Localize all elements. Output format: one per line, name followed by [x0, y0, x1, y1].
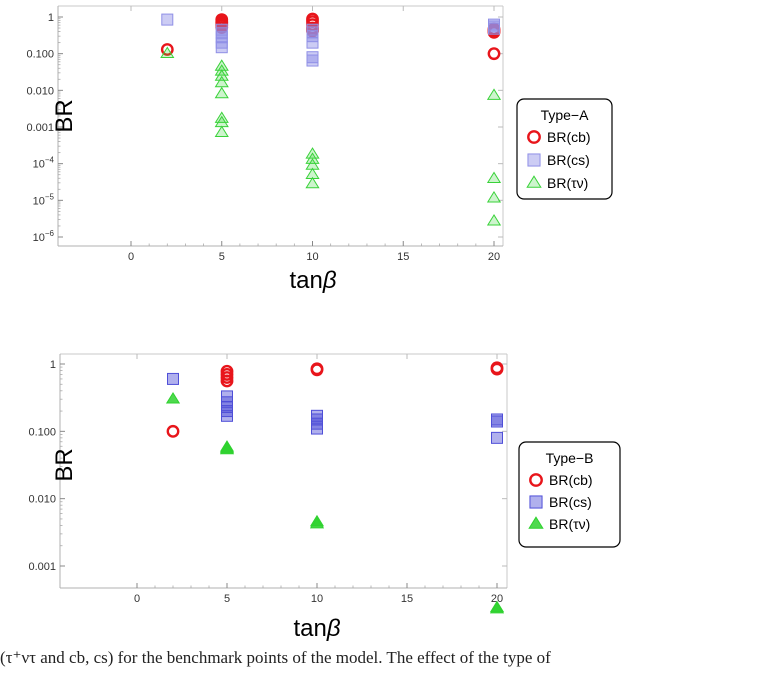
- data-point: [166, 424, 180, 438]
- data-point: [161, 13, 174, 26]
- y-tick-label: 0.001: [26, 122, 54, 134]
- legend-label: BR(cs): [549, 494, 592, 510]
- data-point: [219, 442, 235, 455]
- data-point: [306, 54, 319, 67]
- legend-title: Type−B: [546, 450, 594, 466]
- y-tick-label: 10−5: [33, 192, 55, 207]
- legend-marker: [527, 153, 541, 167]
- data-point: [311, 422, 323, 435]
- y-tick-label: 10−4: [33, 156, 55, 171]
- legend-marker: [529, 473, 543, 487]
- figure-caption: (τ⁺ντ and cb, cs) for the benchmark poin…: [0, 648, 551, 667]
- x-tick-label: 5: [219, 251, 225, 263]
- data-point: [214, 86, 229, 99]
- legend-box: [518, 441, 621, 548]
- data-point: [215, 41, 228, 54]
- y-tick-label: 0.001: [28, 561, 56, 573]
- data-point: [306, 30, 319, 43]
- data-point: [305, 176, 320, 189]
- x-tick-label: 15: [397, 251, 409, 263]
- legend: Type−A BR(cb) BR(cs) BR(τν): [516, 98, 613, 200]
- legend-label: BR(cs): [547, 152, 590, 168]
- series-br-cs-: [167, 372, 503, 444]
- data-point: [491, 415, 503, 428]
- data-point: [487, 47, 501, 61]
- legend-label: BR(τν): [547, 175, 588, 191]
- data-point: [491, 431, 503, 444]
- x-tick-label: 10: [311, 593, 323, 605]
- data-point: [214, 125, 229, 138]
- legend-label: BR(cb): [547, 129, 591, 145]
- legend-box: [516, 98, 613, 200]
- legend-label: BR(τν): [549, 516, 590, 532]
- legend-label: BR(cb): [549, 472, 593, 488]
- chart-type-a: 0 5 10 15 20 1 0.100 0.010 0.001 10−4 10−5 10−6 BR ta…: [26, 5, 613, 294]
- data-point: [486, 214, 502, 226]
- data-point: [309, 516, 325, 529]
- x-tick-label: 20: [491, 593, 503, 605]
- data-point: [490, 362, 504, 376]
- data-point: [486, 171, 502, 184]
- y-tick-label: 0.100: [28, 426, 56, 438]
- series-br-: [160, 46, 502, 226]
- legend-marker: [527, 130, 541, 144]
- x-tick-label: 15: [401, 593, 413, 605]
- chart-type-b: 0 5 10 15 20 1 0.100 0.010 0.001 BR tanβ Type−B BR(c…: [28, 353, 621, 642]
- data-point: [486, 190, 502, 203]
- x-tick-label: 20: [488, 251, 500, 263]
- data-point: [165, 392, 181, 404]
- y-tick-label: 0.010: [28, 494, 56, 506]
- y-tick-label: 0.100: [26, 49, 54, 61]
- x-axis-label: tanβ: [293, 615, 340, 642]
- series-br-cs-: [161, 13, 500, 67]
- data-point: [489, 601, 505, 614]
- series-br-cb-: [160, 12, 501, 61]
- data-point: [214, 75, 229, 88]
- data-point: [221, 409, 233, 422]
- legend-marker: [528, 516, 544, 529]
- x-tick-label: 10: [306, 251, 318, 263]
- legend-title: Type−A: [541, 107, 590, 123]
- data-point: [488, 22, 500, 35]
- y-axis-label: BR: [51, 448, 78, 481]
- legend-marker: [526, 175, 542, 188]
- data-point: [306, 36, 319, 49]
- data-point: [310, 363, 324, 377]
- legend: Type−B BR(cb) BR(cs) BR(τν): [518, 441, 621, 548]
- y-tick-label: 1: [48, 12, 54, 24]
- y-tick-label: 1: [50, 359, 56, 371]
- data-point: [160, 46, 175, 59]
- data-point: [220, 374, 234, 388]
- data-point: [160, 43, 174, 56]
- y-tick-label: 0.010: [26, 85, 54, 97]
- series-br-: [165, 392, 505, 614]
- y-axis-label: BR: [51, 99, 78, 132]
- data-point: [167, 372, 179, 385]
- x-axis-label: tanβ: [289, 267, 336, 294]
- x-tick-label: 5: [224, 593, 230, 605]
- x-tick-label: 0: [128, 251, 134, 263]
- x-tick-label: 0: [134, 593, 140, 605]
- series-br-cb-: [166, 361, 504, 438]
- data-point: [214, 69, 229, 81]
- legend-marker: [529, 495, 543, 509]
- data-point: [486, 88, 502, 100]
- y-tick-label: 10−6: [33, 229, 55, 244]
